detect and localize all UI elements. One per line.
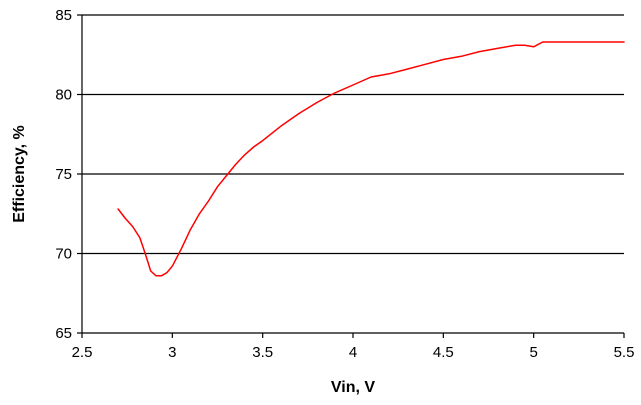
x-tick-label-2.5: 2.5 (72, 344, 93, 361)
x-tick-label-3: 3 (168, 344, 176, 361)
y-tick-label-65: 65 (55, 325, 72, 342)
x-tick-label-5: 5 (529, 344, 537, 361)
x-tick-label-4: 4 (349, 344, 357, 361)
y-tick-label-85: 85 (55, 7, 72, 24)
y-axis-title: Efficiency, % (11, 125, 28, 223)
y-tick-label-80: 80 (55, 87, 72, 104)
x-tick-label-4.5: 4.5 (433, 344, 454, 361)
grid-lines (82, 14, 624, 255)
x-tick-label-5.5: 5.5 (614, 344, 635, 361)
y-tick-label-75: 75 (55, 166, 72, 183)
series-layer (117, 41, 625, 277)
tick-labels: 65 70 75 80 85 2.5 3 3.5 4 4.5 5 5.5 (55, 7, 634, 361)
axes (77, 14, 625, 338)
x-axis-title: Vin, V (331, 379, 375, 396)
x-tick-label-3.5: 3.5 (252, 344, 273, 361)
y-tick-label-70: 70 (55, 246, 72, 263)
series-line-0 (117, 41, 625, 277)
